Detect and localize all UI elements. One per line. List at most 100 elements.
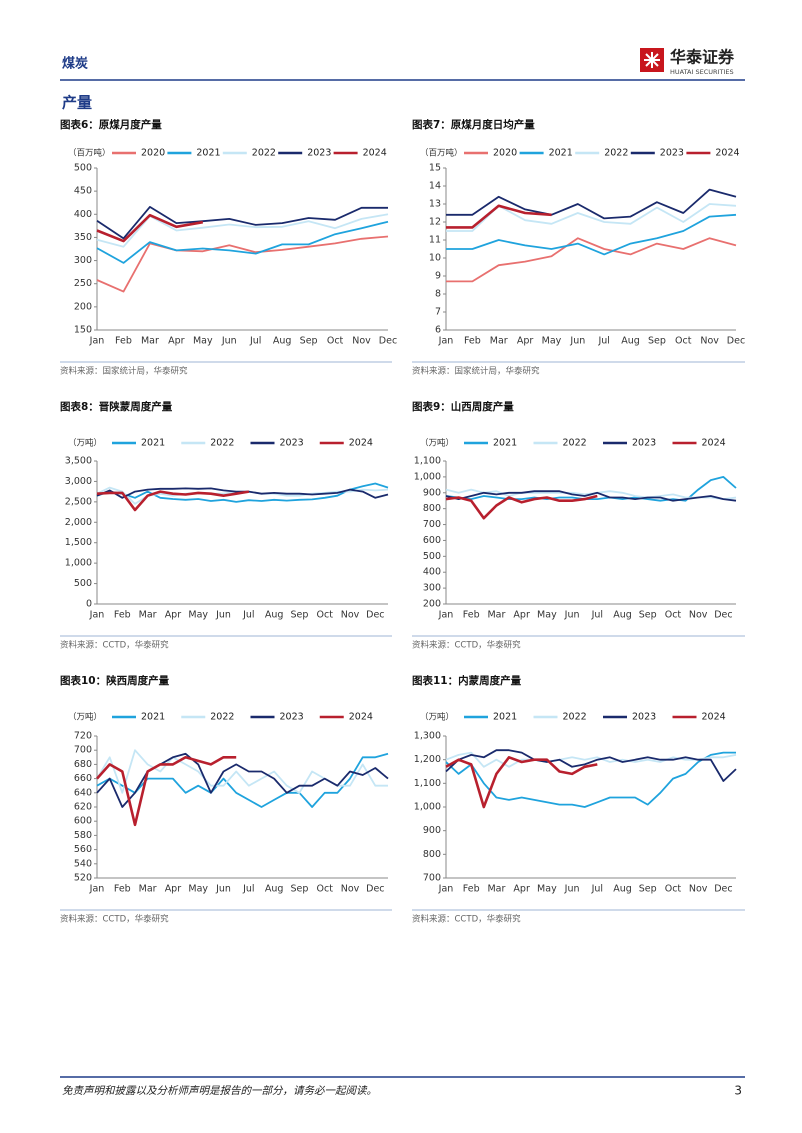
series-line (96, 220, 389, 264)
x-tick-label: Sep (648, 336, 666, 347)
x-tick-label: Jul (249, 336, 261, 347)
x-tick-label: Jul (597, 336, 609, 347)
x-tick-label: Dec (714, 610, 732, 621)
legend-label: 2024 (349, 438, 373, 449)
y-tick-label: 700 (74, 745, 92, 756)
x-tick-label: Apr (513, 884, 530, 895)
y-tick-label: 720 (74, 731, 92, 742)
chart-source: 资料来源：CCTD，华泰研究 (412, 914, 521, 925)
series-line (446, 213, 737, 256)
x-tick-label: Nov (689, 610, 708, 621)
x-tick-label: Aug (621, 336, 640, 347)
legend-label: 2021 (493, 438, 517, 449)
legend-label: 2022 (210, 438, 234, 449)
y-tick-label: 400 (423, 567, 441, 578)
y-tick-label: 500 (74, 578, 92, 589)
legend-label: 2024 (715, 148, 739, 159)
chart-title: 图表8：晋陕蒙周度产量 (60, 400, 173, 413)
y-tick-label: 3,500 (65, 456, 92, 467)
x-tick-label: Nov (352, 336, 371, 347)
y-tick-label: 2,000 (65, 517, 92, 528)
legend-label: 2022 (563, 438, 587, 449)
y-tick-label: 600 (74, 816, 92, 827)
legend-label: 2023 (307, 148, 331, 159)
brand-name-en: HUATAI SECURITIES (670, 68, 734, 76)
legend-label: 2020 (141, 148, 165, 159)
x-tick-label: Apr (168, 336, 185, 347)
x-tick-label: Nov (700, 336, 719, 347)
y-tick-label: 350 (74, 232, 92, 243)
y-tick-label: 520 (74, 873, 92, 884)
y-tick-label: 450 (74, 186, 92, 197)
y-tick-label: 1,100 (414, 778, 441, 789)
chart-source: 资料来源：国家统计局，华泰研究 (60, 366, 188, 377)
y-tick-label: 1,100 (414, 456, 441, 467)
header-category: 煤炭 (62, 56, 88, 72)
y-tick-label: 200 (423, 599, 441, 610)
legend-label: 2024 (702, 438, 726, 449)
y-tick-label: 700 (423, 519, 441, 530)
y-tick-label: 1,300 (414, 731, 441, 742)
x-tick-label: Mar (487, 884, 505, 895)
chart-source: 资料来源：CCTD，华泰研究 (60, 914, 169, 925)
y-tick-label: 0 (86, 599, 92, 610)
x-tick-label: Sep (290, 610, 308, 621)
legend-label: 2023 (632, 712, 656, 723)
x-tick-label: Dec (714, 884, 732, 895)
x-tick-label: Mar (139, 884, 157, 895)
y-tick-label: 600 (423, 535, 441, 546)
x-tick-label: Aug (273, 336, 292, 347)
y-tick-label: 3,000 (65, 476, 92, 487)
unit-label: （百万吨） (420, 148, 463, 159)
x-tick-label: Apr (165, 610, 182, 621)
legend-label: 2023 (280, 438, 304, 449)
x-tick-label: Mar (139, 610, 157, 621)
series-line (96, 235, 389, 293)
series-line (96, 756, 237, 827)
y-tick-label: 1,500 (65, 537, 92, 548)
y-tick-label: 9 (435, 271, 441, 282)
x-tick-label: Oct (675, 336, 692, 347)
x-tick-label: Jul (242, 884, 254, 895)
y-tick-label: 2,500 (65, 496, 92, 507)
y-tick-label: 1,000 (414, 471, 441, 482)
y-tick-label: 400 (74, 209, 92, 220)
x-tick-label: Jun (564, 884, 580, 895)
x-tick-label: Feb (463, 884, 480, 895)
y-tick-label: 700 (423, 873, 441, 884)
x-tick-label: Apr (517, 336, 534, 347)
y-tick-label: 540 (74, 858, 92, 869)
chart-title: 图表6：原煤月度产量 (60, 118, 162, 131)
y-tick-label: 11 (429, 235, 441, 246)
x-tick-label: Jan (438, 610, 454, 621)
x-tick-label: Jun (569, 336, 585, 347)
legend-label: 2020 (493, 148, 517, 159)
y-tick-label: 800 (423, 503, 441, 514)
x-tick-label: Jan (89, 610, 105, 621)
unit-label: （万吨） (420, 438, 454, 449)
unit-label: （百万吨） (68, 148, 111, 159)
x-tick-label: Aug (265, 610, 284, 621)
legend-label: 2024 (349, 712, 373, 723)
x-tick-label: Oct (317, 884, 334, 895)
y-tick-label: 200 (74, 301, 92, 312)
chart-title: 图表11：内蒙周度产量 (412, 674, 522, 687)
x-tick-label: Oct (665, 610, 682, 621)
y-tick-label: 800 (423, 849, 441, 860)
logo (640, 48, 664, 72)
series-line (96, 213, 204, 243)
y-tick-label: 150 (74, 325, 92, 336)
x-tick-label: Jul (242, 610, 254, 621)
x-tick-label: Oct (327, 336, 344, 347)
series-line (445, 494, 598, 520)
x-tick-label: May (193, 336, 213, 347)
y-tick-label: 580 (74, 830, 92, 841)
x-tick-label: Apr (513, 610, 530, 621)
x-tick-label: Feb (463, 610, 480, 621)
y-tick-label: 10 (429, 253, 441, 264)
page-number: 3 (734, 1084, 742, 1098)
brand-name: 华泰证券 (670, 48, 735, 67)
x-tick-label: Jun (215, 610, 231, 621)
